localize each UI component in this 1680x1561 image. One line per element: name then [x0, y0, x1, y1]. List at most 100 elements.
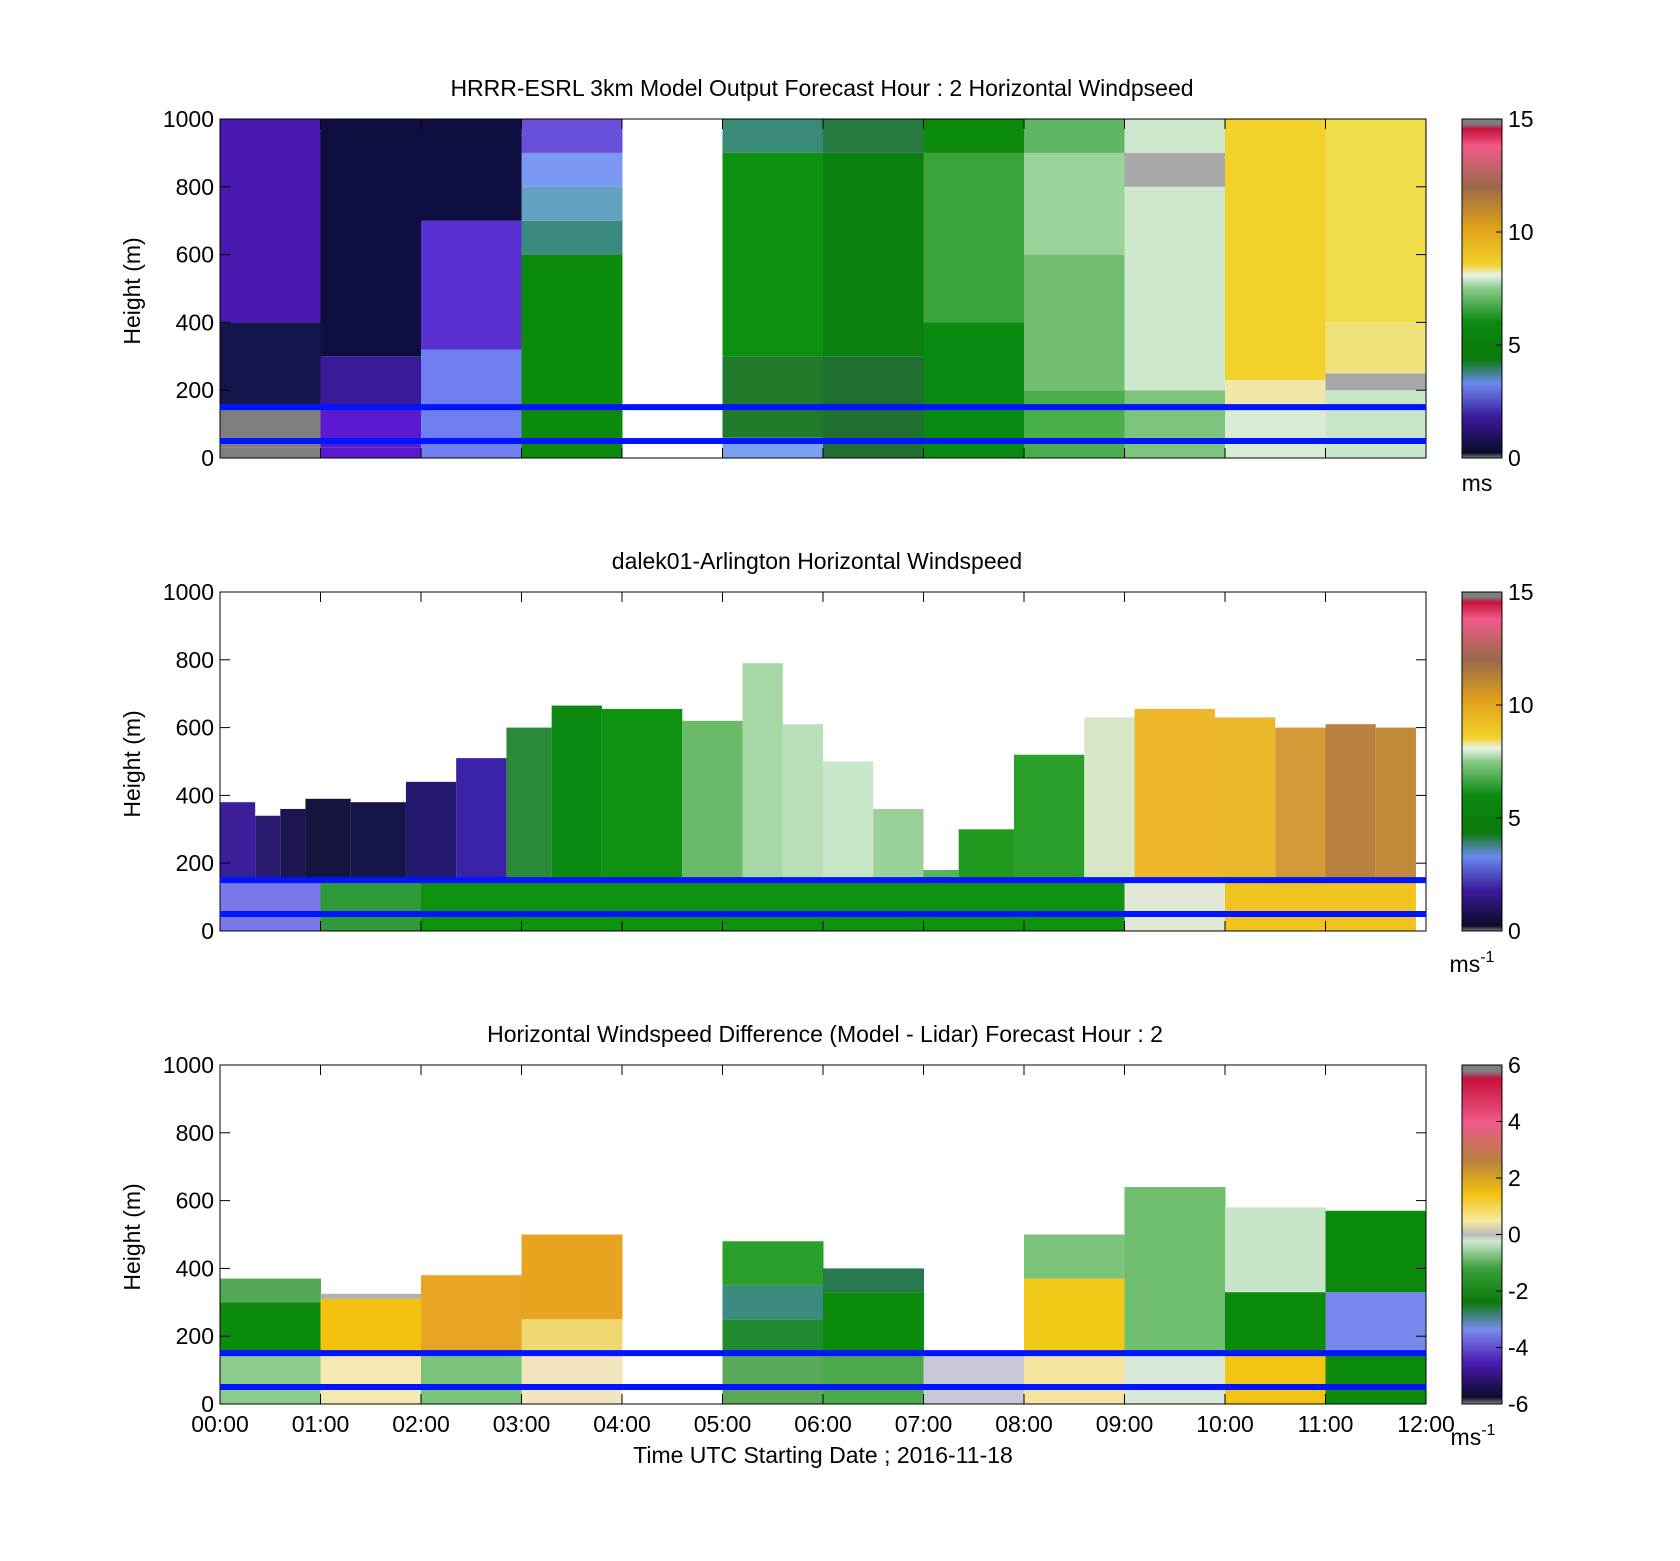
heatmap-cell: [320, 356, 422, 408]
y-tick-label: 400: [176, 309, 214, 335]
heatmap-cells: [220, 592, 1426, 931]
heatmap-cell: [456, 758, 507, 881]
heatmap-cell: [823, 761, 874, 881]
heatmap-cell: [280, 808, 306, 881]
heatmap-cell: [220, 802, 256, 881]
heatmap-cell: [1124, 186, 1226, 391]
y-tick-label: 600: [176, 715, 214, 741]
colorbar-ticks: 0 5 10 15: [1496, 106, 1534, 471]
heatmap-cell: [521, 1319, 623, 1354]
heatmap-cell: [722, 1241, 824, 1286]
colorbar-tick-label: 15: [1508, 579, 1534, 605]
heatmap-cell: [722, 152, 824, 357]
heatmap-cell: [1225, 407, 1326, 458]
heatmap-cell: [1124, 880, 1225, 931]
heatmap-cell: [1225, 1207, 1326, 1293]
x-tick-label: 07:00: [895, 1411, 953, 1437]
y-tick-label: 1000: [163, 1052, 214, 1078]
panel-lidar: dalek01-Arlington Horizontal Windspeed H…: [119, 548, 1534, 977]
heatmap-cell: [1214, 717, 1276, 881]
heatmap-cell: [255, 815, 281, 881]
panel-title: dalek01-Arlington Horizontal Windspeed: [612, 548, 1022, 574]
heatmap-cell: [722, 1285, 824, 1320]
heatmap-cell: [601, 708, 683, 881]
heatmap-cell: [1124, 390, 1226, 458]
colorbar-ticks: -6 -4 -2 0 2 4 6: [1496, 1052, 1529, 1417]
heatmap-cell: [873, 808, 924, 881]
heatmap-cell: [220, 447, 321, 458]
heatmap-cell: [1124, 1187, 1226, 1354]
heatmap-cell: [722, 356, 824, 438]
heatmap-cell: [923, 119, 1025, 153]
y-tick-label: 1000: [163, 106, 214, 132]
colorbar-tick-label: 15: [1508, 106, 1534, 132]
panel-title: Horizontal Windspeed Difference (Model -…: [487, 1021, 1163, 1047]
heatmap-cell: [405, 781, 457, 881]
x-tick-label: 03:00: [493, 1411, 551, 1437]
y-tick-label: 600: [176, 1188, 214, 1214]
x-ticks: [219, 119, 1427, 458]
heatmap-cell: [1084, 717, 1135, 881]
x-ticks: [219, 1065, 1427, 1404]
heatmap-cell: [305, 798, 351, 881]
y-ticks: 0 200 400 600 800 1000: [163, 579, 1426, 944]
heatmap-cell: [320, 447, 422, 458]
heatmap-cell: [421, 1353, 522, 1404]
heatmap-cell: [682, 720, 743, 881]
y-tick-label: 0: [201, 918, 214, 944]
heatmap-cell: [1124, 152, 1226, 187]
heatmap-cell: [521, 186, 623, 221]
heatmap-cell: [521, 407, 623, 458]
y-ticks: 0 200 400 600 800 1000: [163, 1052, 1426, 1417]
colorbar-tick-label: 10: [1508, 219, 1534, 245]
heatmap-cell: [722, 119, 824, 153]
heatmap-cell: [320, 1293, 422, 1299]
heatmap-cell: [1325, 1353, 1427, 1404]
heatmap-cell: [521, 119, 623, 153]
heatmap-cell: [923, 1353, 1025, 1404]
x-tick-label: 05:00: [694, 1411, 752, 1437]
heatmap-cell: [1024, 390, 1125, 458]
heatmap-cell: [1024, 254, 1125, 391]
heatmap-cell: [1013, 754, 1085, 881]
colorbar-tick-label: 0: [1508, 1222, 1521, 1248]
y-tick-label: 0: [201, 445, 214, 471]
heatmap-cell: [722, 1319, 824, 1354]
heatmap-cell: [722, 1353, 824, 1404]
y-axis-label: Height (m): [119, 237, 145, 344]
colorbar-tick-label: 5: [1508, 805, 1521, 831]
heatmap-cell: [958, 829, 1014, 881]
heatmap-cell: [1024, 1234, 1125, 1279]
x-tick-label: 09:00: [1096, 1411, 1154, 1437]
heatmap-cell: [521, 152, 623, 187]
y-tick-label: 800: [176, 1120, 214, 1146]
heatmap-cell: [521, 1234, 623, 1320]
heatmap-cell: [823, 119, 924, 153]
y-tick-label: 800: [176, 174, 214, 200]
heatmap-cell: [320, 1298, 422, 1354]
heatmap-cell: [1225, 119, 1326, 381]
x-axis-label: Time UTC Starting Date ; 2016-11-18: [633, 1442, 1013, 1468]
heatmap-cell: [1325, 373, 1427, 391]
colorbar: [1461, 591, 1503, 932]
heatmap-cell: [923, 152, 1025, 323]
colorbar-tick-label: -4: [1508, 1335, 1529, 1361]
heatmap-cell: [1225, 1353, 1326, 1404]
heatmap-cell: [220, 322, 321, 408]
heatmap-cell: [923, 869, 959, 881]
heatmap-cells: [220, 1065, 1427, 1404]
heatmap-cell: [1325, 1210, 1427, 1293]
heatmap-cell: [1375, 727, 1416, 881]
y-axis-label: Height (m): [119, 1183, 145, 1290]
y-tick-label: 200: [176, 850, 214, 876]
heatmap-cell: [220, 119, 321, 323]
heatmap-cell: [742, 663, 783, 881]
y-tick-label: 600: [176, 242, 214, 268]
heatmap-cell: [320, 880, 421, 931]
heatmap-cell: [220, 1302, 321, 1354]
heatmap-cell: [1325, 1292, 1427, 1354]
colorbar-tick-label: 4: [1508, 1109, 1521, 1135]
heatmap-cell: [320, 1353, 422, 1404]
heatmap-cell: [1325, 390, 1427, 458]
